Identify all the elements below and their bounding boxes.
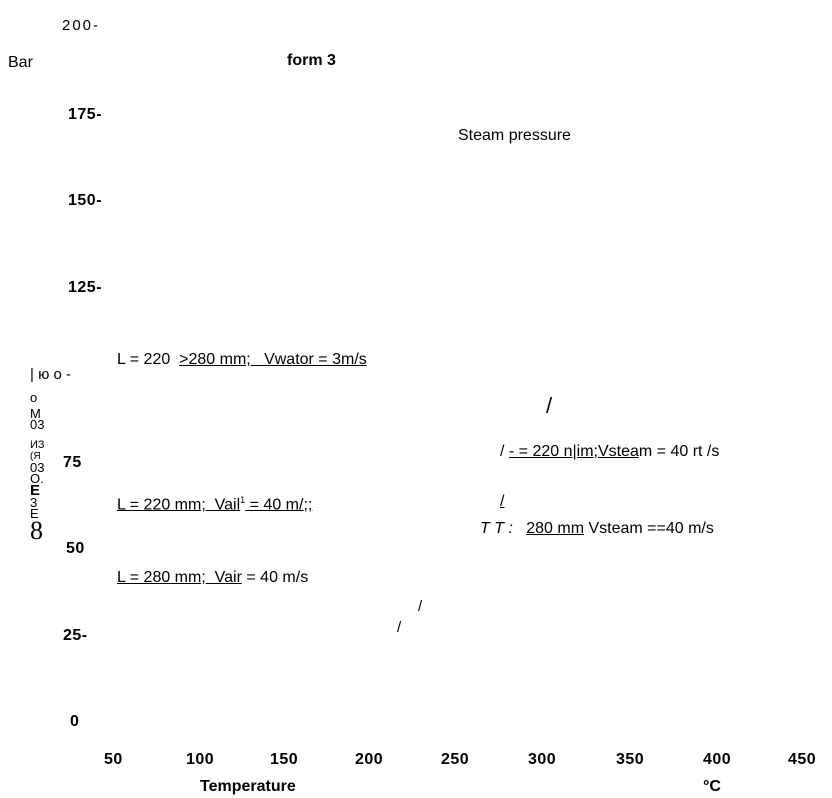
x-tick-300: 300 xyxy=(528,751,557,768)
y-garble-1: М xyxy=(30,406,41,421)
series-label-water-c: Vwator = 3m/s xyxy=(264,351,367,368)
series-label-steam-280-a: T T : xyxy=(480,520,513,537)
y-tick-125: 125- xyxy=(68,279,103,296)
series-label-steam-220-b: - = 220 n|im;Vstea xyxy=(508,443,639,460)
y-tick-50: 50 xyxy=(66,540,85,557)
y-garble-0: о xyxy=(30,390,38,405)
y-tick-0: 0 xyxy=(70,713,80,730)
series-label-water-a: L = 220 xyxy=(117,351,171,368)
series-label-steam-220-a: / xyxy=(500,443,509,460)
y-tick-75: 75 xyxy=(63,454,82,471)
y-garble-9: Е xyxy=(30,506,39,521)
series-label-steam-220: / - = 220 n|im;Vsteam = 40 rt /s xyxy=(500,444,719,460)
x-axis-unit: °C xyxy=(703,778,721,795)
series-label-steam-pressure: Steam pressure xyxy=(458,127,571,144)
y-axis-garbled-label: о М 03 ИЗ (Я 03 О. Е 3 Е 8 xyxy=(30,380,70,545)
y-garble-2: 03 xyxy=(30,417,45,432)
x-tick-50: 50 xyxy=(104,751,123,768)
series-label-air-280-b: Vair xyxy=(214,569,242,586)
series-label-air-220-b: Vail xyxy=(214,496,241,514)
series-label-air-220-sup: 1 xyxy=(240,495,246,505)
annotation-slash-1: / xyxy=(546,393,553,418)
series-label-steam-280-b: 280 mm xyxy=(526,520,585,537)
x-tick-250: 250 xyxy=(441,751,470,768)
x-tick-400: 400 xyxy=(703,751,732,768)
series-label-air-280-a: L = 280 mm; xyxy=(117,569,206,586)
x-tick-150: 150 xyxy=(270,751,299,768)
series-label-water-b: >280 mm; xyxy=(179,351,251,368)
x-tick-200: 200 xyxy=(355,751,384,768)
series-label-steam-280: T T : 280 mm Vsteam ==40 m/s xyxy=(480,521,714,537)
y-garble-7: Е xyxy=(30,482,41,499)
y-tick-100: | ю о - xyxy=(30,366,71,383)
y-tick-25: 25- xyxy=(63,627,88,644)
x-tick-450: 450 xyxy=(788,751,817,768)
x-tick-350: 350 xyxy=(616,751,645,768)
y-garble-8: 3 xyxy=(30,495,38,510)
y-garble-eight: 8 xyxy=(30,516,43,545)
series-label-air-220-c: = 40 m/;; xyxy=(245,496,313,514)
y-tick-200: 200- xyxy=(62,17,101,34)
series-label-air-280-c: = 40 m/s xyxy=(241,569,309,586)
annotation-slash-4: / xyxy=(397,619,402,636)
x-axis-label: Temperature xyxy=(200,778,296,795)
y-tick-150: 150- xyxy=(68,192,103,209)
chart-title: form 3 xyxy=(287,52,336,69)
y-garble-3: ИЗ xyxy=(30,439,45,451)
series-label-steam-220-c: m = 40 rt /s xyxy=(638,443,720,460)
y-garble-4: (Я xyxy=(30,451,41,462)
series-label-air-220: L = 220 mm; Vail1 = 40 m/;; xyxy=(117,496,312,513)
y-garble-5: 03 xyxy=(30,460,45,475)
y-unit-label: Bar xyxy=(8,54,33,71)
y-garble-6: О. xyxy=(30,471,44,486)
series-label-water: L = 220 >280 mm; Vwator = 3m/s xyxy=(117,352,367,368)
x-tick-100: 100 xyxy=(186,751,215,768)
series-label-steam-280-c: Vsteam ==40 m/s xyxy=(584,520,714,537)
annotation-slash-2: / xyxy=(500,493,505,510)
y-tick-175: 175- xyxy=(68,106,103,123)
series-label-air-220-a: L = 220 mm; xyxy=(117,496,206,514)
series-label-air-280: L = 280 mm; Vair = 40 m/s xyxy=(117,570,308,586)
annotation-slash-3: / xyxy=(418,598,423,615)
